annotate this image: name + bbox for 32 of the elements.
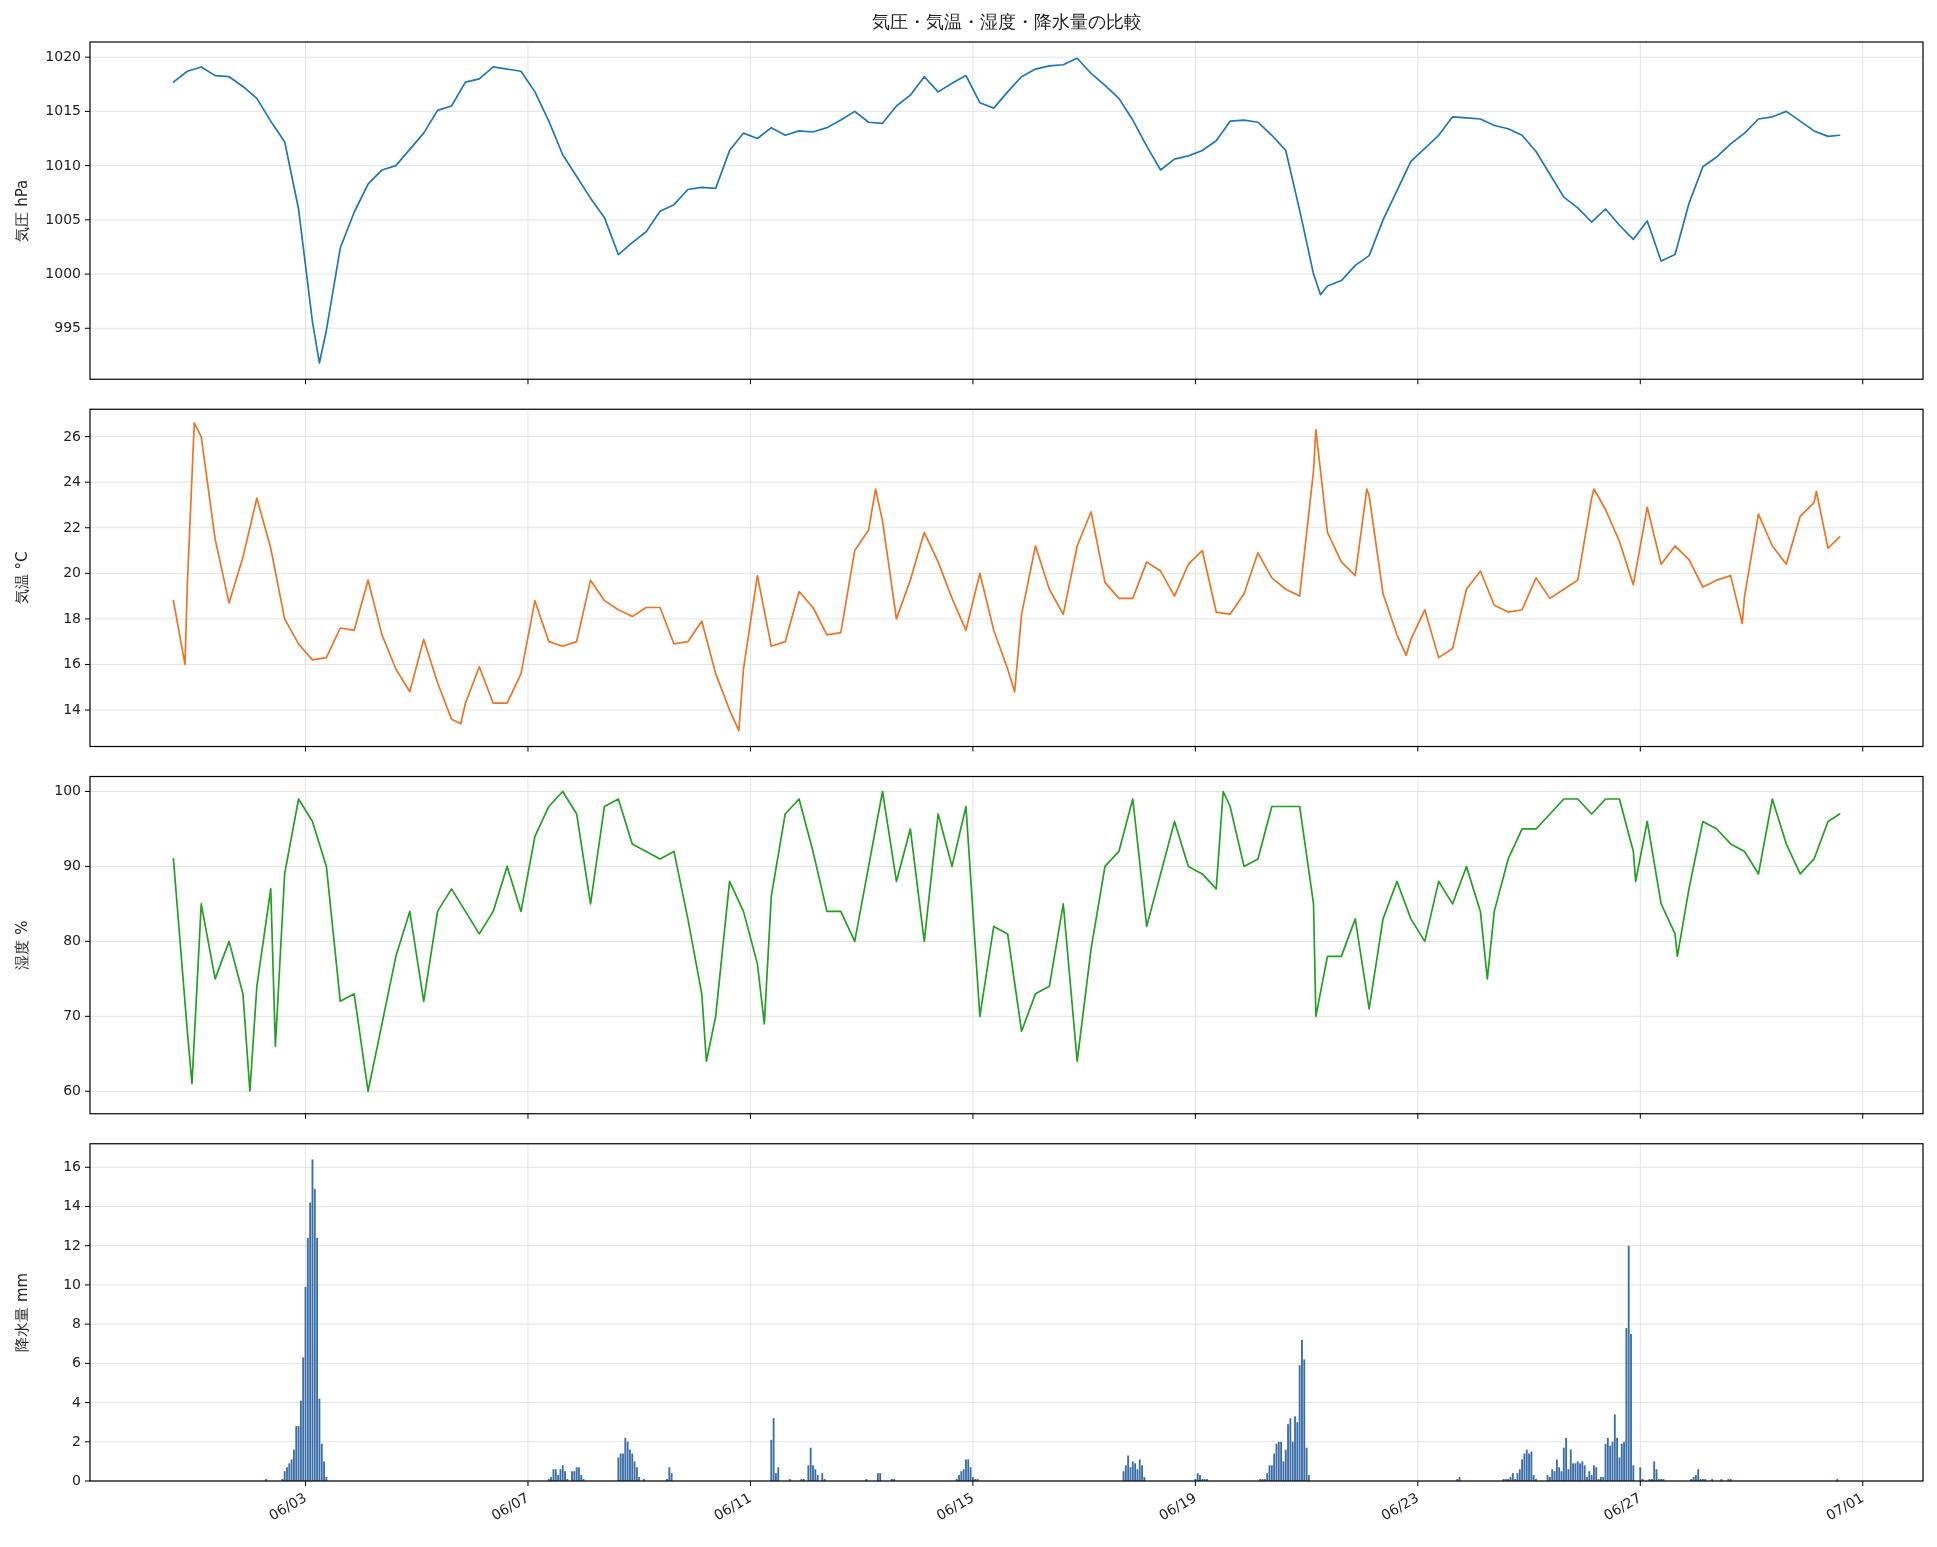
y-tick-label: 18 — [63, 609, 81, 626]
y-axis-title: 降水量 mm — [12, 1272, 31, 1352]
y-tick-label: 2 — [72, 1432, 81, 1449]
y-tick-label: 16 — [63, 1158, 82, 1175]
y-tick-label: 60 — [63, 1082, 81, 1099]
y-tick-label: 10 — [63, 1275, 81, 1292]
y-tick-label: 6 — [72, 1354, 82, 1371]
y-tick-label: 70 — [63, 1007, 81, 1024]
y-tick-label: 100 — [54, 782, 81, 799]
y-tick-label: 1015 — [45, 102, 81, 119]
chart-title: 気圧・気温・湿度・降水量の比較 — [871, 11, 1142, 32]
y-axis-title: 気温 °C — [12, 551, 31, 605]
y-tick-label: 14 — [63, 1197, 82, 1214]
y-tick-label: 26 — [63, 427, 82, 444]
y-tick-label: 80 — [63, 932, 81, 949]
y-tick-label: 8 — [72, 1315, 81, 1332]
y-tick-label: 0 — [72, 1472, 81, 1488]
y-tick-label: 1000 — [45, 265, 81, 282]
y-tick-label: 4 — [72, 1393, 82, 1410]
y-tick-label: 995 — [54, 319, 81, 336]
y-tick-label: 12 — [63, 1236, 81, 1253]
y-tick-label: 22 — [63, 518, 81, 535]
y-tick-label: 20 — [63, 564, 81, 581]
y-tick-label: 1020 — [45, 48, 81, 65]
y-tick-label: 24 — [63, 473, 82, 490]
y-tick-label: 16 — [63, 655, 82, 672]
y-tick-label: 90 — [63, 857, 81, 874]
y-axis-title: 湿度 % — [12, 920, 31, 970]
y-tick-label: 1010 — [45, 156, 81, 173]
y-axis-title: 気圧 hPa — [12, 179, 31, 242]
y-tick-label: 1005 — [45, 210, 81, 227]
y-tick-label: 14 — [63, 701, 82, 718]
